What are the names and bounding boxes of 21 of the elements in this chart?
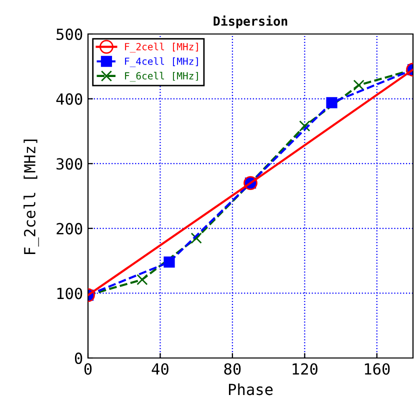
legend-label: F_4cell [MHz] bbox=[125, 57, 198, 68]
x-tick-label: 80 bbox=[224, 363, 241, 375]
y-tick-label: 300 bbox=[56, 158, 82, 170]
x-tick-label: 120 bbox=[292, 363, 318, 375]
y-axis-title: F_2cell [MHz] bbox=[24, 140, 39, 254]
y-tick-label: 400 bbox=[56, 93, 82, 105]
x-axis-title: Phase bbox=[228, 383, 273, 396]
point bbox=[326, 97, 338, 108]
y-tick-label: 500 bbox=[56, 28, 82, 40]
point bbox=[299, 120, 310, 132]
y-tick-label: 100 bbox=[57, 288, 82, 300]
chart-title: Dispersion bbox=[214, 16, 288, 28]
point bbox=[164, 256, 175, 268]
x-tick-label: 160 bbox=[364, 363, 390, 375]
legend-label: F_2cell [MHz] bbox=[125, 42, 198, 52]
legend-label: F_6cell [MHz] bbox=[125, 72, 198, 82]
x-tick-label: 0 bbox=[84, 363, 92, 375]
point bbox=[190, 232, 202, 244]
y-tick-label: 200 bbox=[56, 222, 82, 234]
y-tick-label: 0 bbox=[74, 352, 82, 364]
x-tick-label: 40 bbox=[152, 363, 168, 375]
